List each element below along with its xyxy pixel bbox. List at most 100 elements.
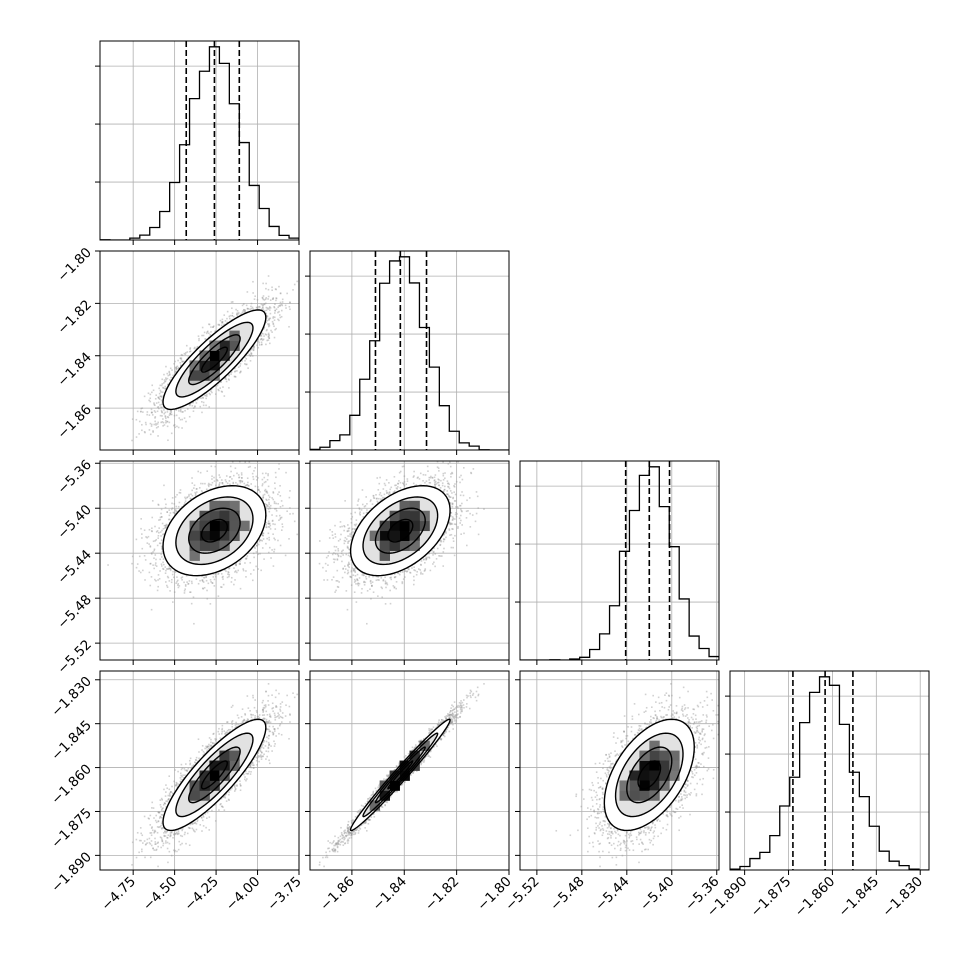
scatter-point: [596, 798, 598, 801]
scatter-point: [256, 479, 258, 481]
scatter-point: [388, 491, 390, 494]
scatter-point: [252, 292, 254, 294]
scatter-point: [226, 731, 229, 734]
scatter-point: [246, 477, 249, 480]
scatter-point: [459, 708, 462, 711]
scatter-point: [250, 761, 253, 764]
scatter-point: [175, 505, 178, 508]
scatter-point: [684, 707, 687, 709]
scatter-point: [399, 487, 402, 489]
scatter-point: [186, 769, 188, 772]
scatter-point: [278, 314, 281, 316]
scatter-point: [204, 813, 207, 815]
scatter-point: [699, 732, 701, 735]
scatter-point: [450, 721, 453, 723]
scatter-point: [327, 564, 329, 566]
scatter-point: [234, 786, 236, 789]
scatter-point: [260, 337, 263, 340]
scatter-point: [641, 850, 643, 853]
scatter-point: [267, 520, 270, 523]
scatter-point: [221, 322, 223, 324]
scatter-point: [606, 767, 609, 769]
scatter-point: [277, 539, 279, 542]
scatter-point: [171, 497, 174, 499]
scatter-point: [336, 846, 339, 849]
scatter-point: [188, 827, 191, 829]
scatter-point: [164, 411, 167, 414]
scatter-point: [622, 841, 625, 844]
scatter-point: [148, 528, 151, 531]
scatter-point: [386, 775, 389, 778]
scatter-point: [375, 810, 378, 813]
scatter-point: [424, 561, 426, 564]
scatter-point: [603, 824, 606, 826]
scatter-point: [158, 811, 160, 814]
scatter-point: [250, 483, 252, 485]
scatter-point: [157, 811, 160, 814]
scatter-point: [440, 721, 443, 723]
scatter-point: [185, 842, 187, 845]
scatter-point: [278, 724, 281, 727]
scatter-point: [167, 383, 169, 386]
scatter-point: [191, 494, 194, 497]
scatter-point: [605, 782, 607, 784]
scatter-point: [227, 571, 229, 573]
scatter-point: [365, 622, 368, 625]
contour-line: [362, 732, 439, 818]
scatter-point: [274, 743, 276, 745]
scatter-point: [676, 711, 678, 714]
scatter-point: [268, 506, 271, 508]
scatter-point: [656, 716, 658, 719]
scatter-point: [369, 797, 372, 800]
scatter-point: [380, 494, 383, 497]
scatter-point: [453, 717, 455, 719]
scatter-point: [181, 576, 184, 578]
scatter-point: [706, 704, 709, 707]
scatter-point: [257, 543, 260, 546]
scatter-point: [586, 827, 589, 830]
scatter-point: [393, 769, 396, 771]
scatter-point: [257, 488, 260, 491]
scatter-point: [452, 496, 455, 499]
scatter-point: [652, 843, 654, 846]
scatter-point: [167, 568, 170, 570]
scatter-point: [711, 699, 713, 701]
scatter-point: [428, 755, 430, 757]
scatter-point: [275, 735, 277, 737]
scatter-point: [372, 497, 375, 499]
scatter-point: [226, 321, 229, 324]
scatter-point: [209, 393, 211, 396]
scatter-point: [138, 420, 141, 423]
scatter-point: [269, 715, 272, 717]
scatter-point: [389, 488, 392, 491]
scatter-point: [263, 740, 266, 742]
scatter-point: [228, 791, 230, 794]
panel-frame: [99, 670, 300, 871]
scatter-point: [194, 399, 197, 402]
scatter-point: [412, 771, 414, 774]
scatter-point: [344, 540, 347, 543]
scatter-point: [261, 343, 263, 346]
scatter-point: [183, 590, 186, 592]
scatter-point: [275, 297, 278, 300]
scatter-point: [267, 694, 270, 697]
density-cell: [389, 540, 400, 551]
scatter-point: [263, 753, 265, 756]
scatter-point: [183, 581, 185, 584]
scatter-point: [220, 381, 222, 383]
scatter-point: [444, 716, 446, 718]
scatter-point: [200, 490, 203, 492]
scatter-point: [696, 782, 698, 785]
scatter-point: [162, 561, 164, 564]
scatter-point: [662, 716, 665, 719]
scatter-point: [218, 733, 221, 735]
scatter-point: [201, 326, 204, 329]
scatter-point: [403, 781, 406, 784]
scatter-point: [231, 314, 234, 317]
scatter-point: [150, 576, 153, 578]
scatter-point: [249, 360, 252, 362]
scatter-point: [171, 507, 174, 509]
scatter-point: [259, 539, 261, 542]
scatter-point: [166, 837, 169, 839]
scatter-point: [331, 531, 334, 533]
